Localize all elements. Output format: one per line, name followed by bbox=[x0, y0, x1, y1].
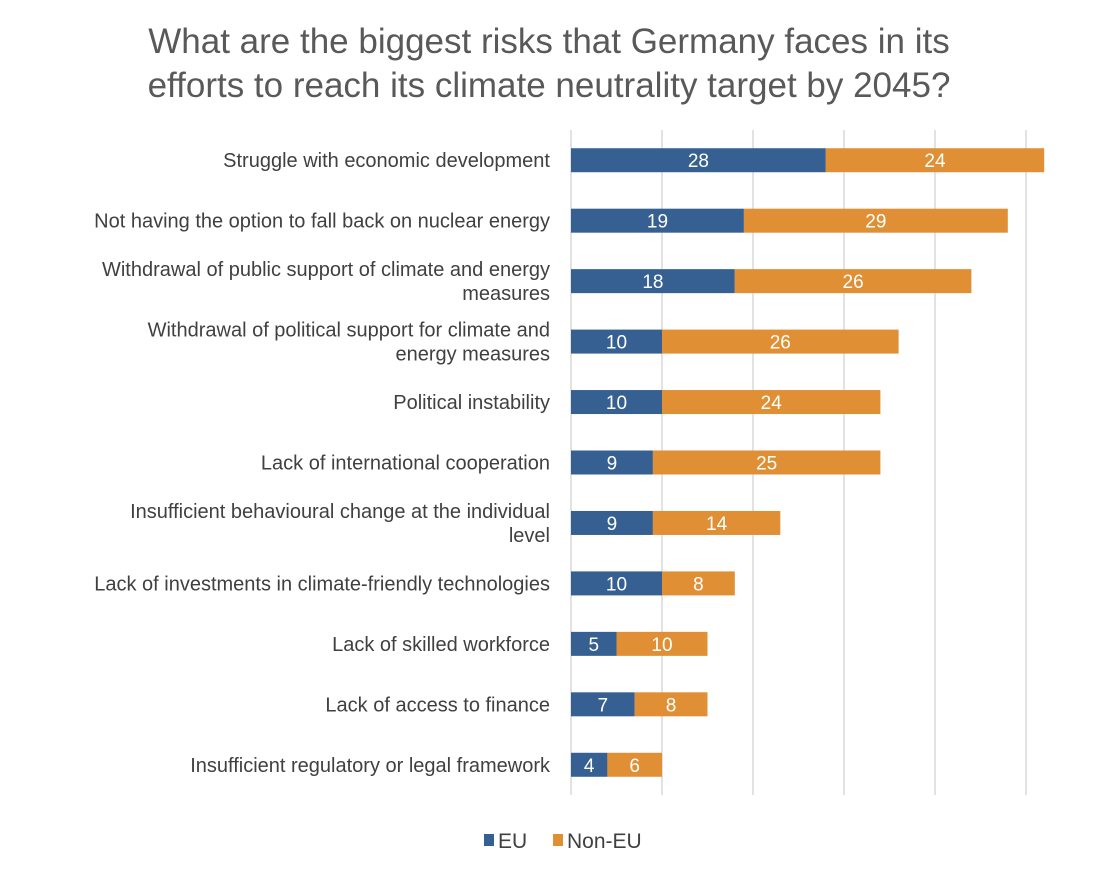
data-label-non-eu-5: 25 bbox=[756, 454, 777, 475]
bar-non-eu-1 bbox=[743, 208, 1008, 233]
chart-title-line-2: efforts to reach its climate neutrality … bbox=[147, 66, 951, 105]
bar-eu-1 bbox=[571, 208, 744, 233]
category-label-5: Lack of international cooperation bbox=[261, 453, 550, 475]
legend-label-eu: EU bbox=[498, 830, 527, 853]
chart-title-line-1: What are the biggest risks that Germany … bbox=[148, 22, 950, 61]
data-label-eu-1: 19 bbox=[647, 212, 668, 233]
legend-swatch-non-eu bbox=[553, 834, 563, 846]
bar-eu-7 bbox=[571, 571, 662, 596]
data-label-non-eu-10: 6 bbox=[629, 756, 640, 777]
bar-eu-9 bbox=[571, 692, 635, 717]
data-label-eu-5: 9 bbox=[607, 454, 618, 475]
data-label-non-eu-9: 8 bbox=[666, 695, 677, 716]
category-labels: Struggle with economic development Not ha… bbox=[94, 150, 551, 777]
bars: 28 24 19 29 18 26 10 26 10 24 9 25 9 14 10 8 5 10 7 8 4 6 bbox=[571, 148, 1045, 777]
bar-non-eu-5 bbox=[652, 450, 881, 475]
category-label-2: Withdrawal of public support of climate … bbox=[102, 259, 550, 305]
bar-eu-10 bbox=[571, 752, 608, 777]
chart-title: What are the biggest risks that Germany … bbox=[0, 20, 1098, 108]
data-label-eu-9: 7 bbox=[598, 695, 609, 716]
legend-swatch-eu bbox=[484, 834, 494, 846]
category-label-8: Lack of skilled workforce bbox=[332, 634, 550, 656]
data-label-eu-3: 10 bbox=[606, 333, 627, 354]
category-label-3: Withdrawal of political support for clim… bbox=[148, 320, 550, 366]
data-label-non-eu-3: 26 bbox=[770, 333, 791, 354]
data-label-non-eu-4: 24 bbox=[761, 393, 783, 414]
data-label-non-eu-0: 24 bbox=[924, 151, 946, 172]
data-label-eu-10: 4 bbox=[584, 756, 595, 777]
bar-non-eu-10 bbox=[607, 752, 662, 777]
bar-eu-2 bbox=[571, 269, 735, 294]
bar-eu-5 bbox=[571, 450, 653, 475]
data-label-non-eu-8: 10 bbox=[651, 635, 672, 656]
bar-non-eu-7 bbox=[662, 571, 735, 596]
bar-non-eu-9 bbox=[634, 692, 708, 717]
bar-non-eu-4 bbox=[662, 390, 881, 415]
bar-eu-4 bbox=[571, 390, 662, 415]
bar-eu-8 bbox=[571, 631, 617, 656]
data-label-eu-7: 10 bbox=[606, 574, 627, 595]
category-label-10: Insufficient regulatory or legal framewo… bbox=[190, 755, 551, 777]
data-label-eu-2: 18 bbox=[642, 272, 663, 293]
data-label-eu-0: 28 bbox=[688, 151, 709, 172]
category-label-4: Political instability bbox=[393, 392, 550, 414]
bar-eu-0 bbox=[571, 148, 826, 173]
category-label-9: Lack of access to finance bbox=[325, 694, 550, 716]
data-label-non-eu-7: 8 bbox=[693, 574, 704, 595]
bar-eu-3 bbox=[571, 329, 662, 354]
bar-non-eu-2 bbox=[734, 269, 972, 294]
legend-label-non-eu: Non-EU bbox=[567, 830, 642, 853]
bar-eu-6 bbox=[571, 510, 653, 535]
bar-non-eu-3 bbox=[662, 329, 899, 354]
category-label-1: Not having the option to fall back on nu… bbox=[94, 211, 550, 233]
category-label-0: Struggle with economic development bbox=[223, 150, 550, 172]
data-label-eu-6: 9 bbox=[607, 514, 618, 535]
data-label-non-eu-1: 29 bbox=[865, 212, 886, 233]
bar-non-eu-0 bbox=[825, 148, 1045, 173]
category-label-7: Lack of investments in climate-friendly … bbox=[94, 573, 550, 595]
data-label-non-eu-6: 14 bbox=[706, 514, 728, 535]
bar-non-eu-8 bbox=[616, 631, 708, 656]
bar-non-eu-6 bbox=[652, 510, 781, 535]
data-label-non-eu-2: 26 bbox=[843, 272, 864, 293]
data-label-eu-8: 5 bbox=[588, 635, 599, 656]
legend: EU Non-EU bbox=[484, 830, 642, 853]
category-label-6: Insufficient behavioural change at the i… bbox=[130, 501, 550, 547]
data-label-eu-4: 10 bbox=[606, 393, 627, 414]
